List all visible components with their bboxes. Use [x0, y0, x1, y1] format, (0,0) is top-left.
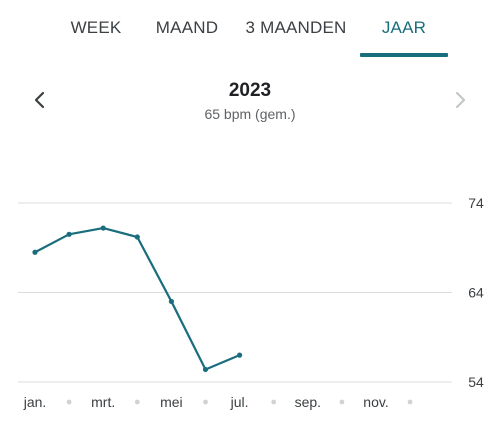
- chart-grid: [18, 202, 452, 383]
- active-tab-indicator: [360, 53, 448, 57]
- data-point: [32, 249, 38, 255]
- y-axis-ticks: 54 64 74: [468, 195, 484, 390]
- x-tick-dot: [203, 399, 208, 405]
- tab-month[interactable]: MAAND: [155, 18, 219, 37]
- heart-rate-series: [33, 226, 241, 371]
- tab-year[interactable]: JAAR: [381, 18, 427, 37]
- x-tick-label: mrt.: [91, 394, 115, 410]
- period-title: 2023: [228, 80, 272, 101]
- heart-rate-chart: 54 64 74 jan. mrt. mei jul. sep. nov.: [18, 195, 484, 410]
- series-line: [33, 226, 241, 371]
- y-tick-label: 54: [468, 374, 484, 390]
- data-point: [237, 352, 243, 358]
- period-tabs: WEEK MAAND 3 MAANDEN JAAR: [0, 0, 500, 58]
- x-tick-label: sep.: [295, 394, 321, 410]
- x-tick-dot: [339, 399, 345, 405]
- period-navigator: 2023 65 bpm (gem.): [0, 70, 500, 130]
- x-axis-ticks: jan. mrt. mei jul. sep. nov.: [23, 394, 413, 410]
- x-tick-dot: [407, 399, 413, 405]
- x-tick-dot: [134, 399, 140, 405]
- data-point: [202, 366, 209, 373]
- x-tick-label: jul.: [230, 394, 249, 410]
- data-point: [168, 298, 174, 305]
- previous-period-button[interactable]: [22, 82, 58, 118]
- period-average: 65 bpm (gem.): [204, 106, 296, 122]
- data-point: [66, 231, 72, 237]
- tab-3-months[interactable]: 3 MAANDEN: [245, 18, 347, 37]
- x-tick-label: mei: [160, 394, 183, 410]
- x-tick-label: nov.: [363, 394, 388, 410]
- heart-rate-points: [32, 225, 243, 373]
- tab-week[interactable]: WEEK: [70, 18, 122, 37]
- chevron-right-icon: [455, 91, 466, 109]
- x-tick-label: jan.: [23, 394, 47, 410]
- x-tick-dot: [271, 399, 277, 405]
- y-tick-label: 74: [468, 195, 484, 211]
- data-point: [134, 234, 140, 240]
- next-period-button[interactable]: [442, 82, 478, 118]
- x-tick-dot: [66, 399, 72, 405]
- chevron-left-icon: [34, 91, 45, 109]
- y-tick-label: 64: [468, 285, 484, 301]
- data-point: [100, 225, 106, 231]
